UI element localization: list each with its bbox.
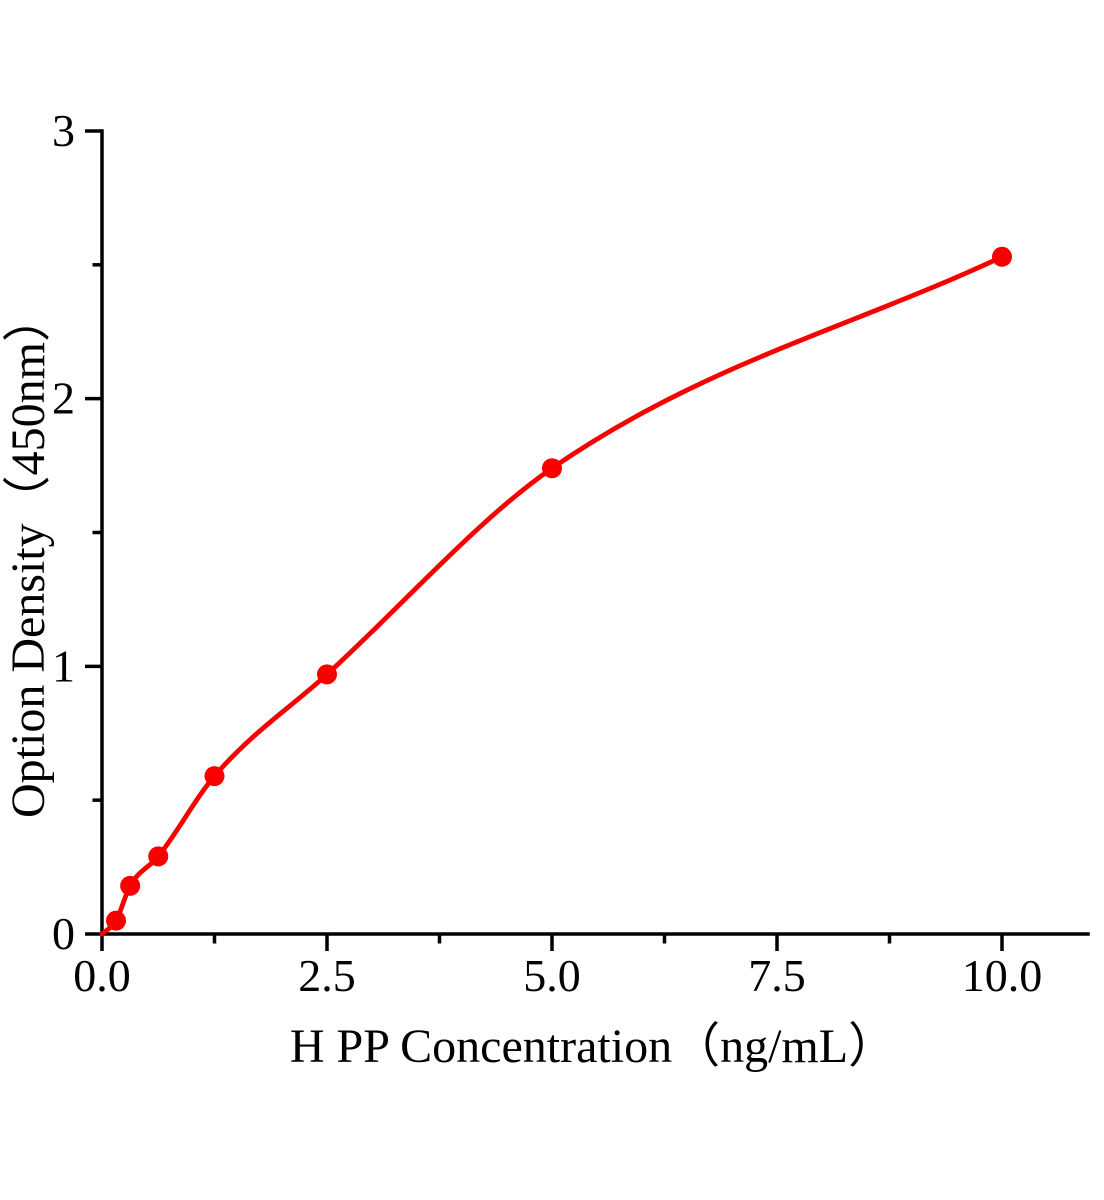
fit-curve xyxy=(99,254,1005,937)
x-tick-label: 7.5 xyxy=(748,950,806,1001)
axis-ticks xyxy=(85,129,1004,951)
data-series xyxy=(99,246,1012,937)
axis-lines xyxy=(100,129,1090,936)
x-tick-label: 0.0 xyxy=(73,950,131,1001)
y-tick-label: 1 xyxy=(52,640,75,691)
data-point xyxy=(106,910,127,931)
axes: 0.0 2.5 5.0 7.5 10.0 0 1 2 3 xyxy=(52,105,1090,1001)
x-tick-label: 2.5 xyxy=(298,950,356,1001)
data-point xyxy=(992,246,1012,267)
x-axis-title: H PP Concentration（ng/mL） xyxy=(290,1020,896,1073)
x-tick-label: 10.0 xyxy=(962,950,1043,1001)
data-point xyxy=(120,875,141,896)
data-point xyxy=(148,846,169,867)
data-point xyxy=(317,664,337,685)
x-tick-label: 5.0 xyxy=(523,950,581,1001)
y-tick-label: 3 xyxy=(52,105,75,156)
y-tick-label: 0 xyxy=(52,908,75,959)
axis-tick-labels: 0.0 2.5 5.0 7.5 10.0 0 1 2 3 xyxy=(52,105,1042,1001)
data-point xyxy=(542,458,562,479)
data-points xyxy=(106,246,1012,931)
y-tick-label: 2 xyxy=(52,373,75,424)
data-point xyxy=(204,766,225,787)
y-axis-title: Option Density（450nm） xyxy=(2,294,55,818)
